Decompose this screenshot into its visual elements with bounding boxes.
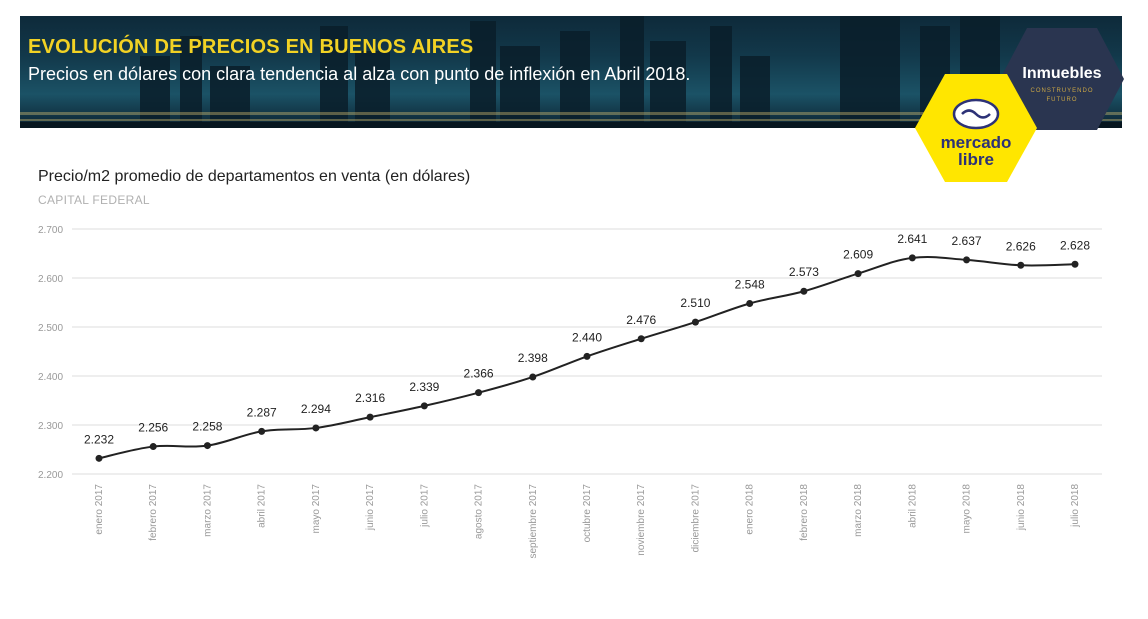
data-point [258, 427, 266, 435]
y-tick-label: 2.400 [38, 372, 63, 383]
data-label: 2.440 [572, 330, 602, 344]
data-point [529, 373, 537, 381]
x-tick-label: marzo 2017 [202, 484, 213, 537]
mercadolibre-logo-line-1: mercado [941, 133, 1012, 152]
data-point [691, 318, 699, 326]
x-tick-label: mayo 2017 [311, 484, 322, 534]
data-label: 2.609 [843, 248, 873, 262]
inmuebles-logo-tagline-2: FUTURO [1047, 97, 1078, 103]
data-label: 2.256 [138, 421, 168, 435]
data-label: 2.637 [952, 234, 982, 248]
city-skyline-image [20, 16, 1122, 128]
data-label: 2.316 [355, 391, 385, 405]
x-tick-label: agosto 2017 [474, 484, 485, 539]
data-label: 2.628 [1060, 238, 1090, 252]
data-point [800, 287, 808, 295]
x-tick-label: abril 2017 [257, 484, 268, 528]
data-point [637, 335, 645, 343]
data-label: 2.232 [84, 432, 114, 446]
mercadolibre-logo: mercado libre [915, 74, 1037, 182]
data-point [203, 442, 211, 450]
mercadolibre-logo-line-2: libre [958, 150, 994, 169]
header-banner: EVOLUCIÓN DE PRECIOS EN BUENOS AIRES Pre… [20, 16, 1122, 128]
y-tick-label: 2.600 [38, 274, 63, 285]
x-tick-label: noviembre 2017 [636, 484, 647, 556]
x-tick-label: febrero 2017 [148, 484, 159, 541]
page-title: EVOLUCIÓN DE PRECIOS EN BUENOS AIRES [28, 36, 474, 58]
data-point [1017, 261, 1025, 269]
x-tick-label: junio 2018 [1016, 484, 1027, 532]
data-point [149, 443, 157, 451]
inmuebles-logo-tagline-1: CONSTRUYENDO [1030, 88, 1093, 94]
data-label: 2.548 [735, 277, 765, 291]
data-point [583, 352, 591, 360]
data-label: 2.258 [192, 420, 222, 434]
inmuebles-logo: Inmuebles CONSTRUYENDO FUTURO [1000, 28, 1124, 130]
chart-subtitle: CAPITAL FEDERAL [38, 193, 150, 207]
data-point [746, 299, 754, 307]
inmuebles-logo-name: Inmuebles [1022, 65, 1101, 82]
data-label: 2.573 [789, 265, 819, 279]
chart-title: Precio/m2 promedio de departamentos en v… [38, 168, 471, 185]
x-tick-label: enero 2018 [745, 484, 756, 535]
data-label: 2.366 [464, 367, 494, 381]
x-tick-label: octubre 2017 [582, 484, 593, 543]
data-label: 2.641 [897, 232, 927, 246]
data-point [95, 454, 103, 462]
x-tick-label: junio 2017 [365, 484, 376, 532]
x-tick-label: julio 2017 [419, 484, 430, 528]
x-tick-label: abril 2018 [907, 484, 918, 528]
data-label: 2.339 [409, 380, 439, 394]
x-tick-label: julio 2018 [1070, 484, 1081, 528]
data-point [908, 254, 916, 262]
data-label: 2.287 [247, 405, 277, 419]
y-tick-label: 2.500 [38, 323, 63, 334]
y-tick-label: 2.700 [38, 225, 63, 236]
data-point [366, 413, 374, 421]
data-label: 2.294 [301, 402, 331, 416]
data-point [854, 270, 862, 278]
data-label: 2.510 [680, 296, 710, 310]
x-tick-label: marzo 2018 [853, 484, 864, 537]
data-point [312, 424, 320, 432]
data-point [475, 389, 483, 397]
data-label: 2.476 [626, 313, 656, 327]
data-point [420, 402, 428, 410]
data-label: 2.626 [1006, 239, 1036, 253]
x-tick-label: septiembre 2017 [528, 484, 539, 559]
data-point [1071, 260, 1079, 268]
x-tick-label: febrero 2018 [799, 484, 810, 541]
x-tick-label: enero 2017 [94, 484, 105, 535]
y-tick-label: 2.300 [38, 421, 63, 432]
data-label: 2.398 [518, 351, 548, 365]
y-tick-label: 2.200 [38, 470, 63, 481]
page-subtitle: Precios en dólares con clara tendencia a… [28, 64, 691, 84]
data-point [963, 256, 971, 264]
x-tick-label: mayo 2018 [962, 484, 973, 534]
x-tick-label: diciembre 2017 [690, 484, 701, 553]
